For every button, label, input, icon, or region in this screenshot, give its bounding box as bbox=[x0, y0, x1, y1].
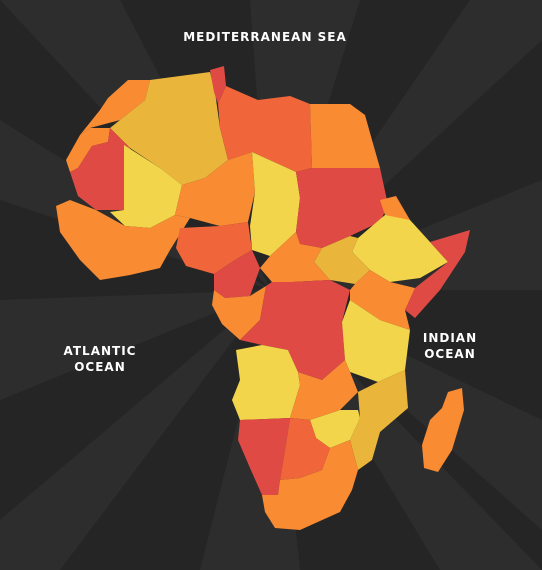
mediterranean-sea-label: MEDITERRANEAN SEA bbox=[170, 29, 360, 45]
region-angola bbox=[232, 345, 300, 420]
region-libya bbox=[218, 86, 312, 172]
region-namibia bbox=[238, 418, 290, 495]
region-algeria bbox=[110, 72, 228, 185]
region-chad bbox=[250, 152, 300, 256]
indian-ocean-line-2: OCEAN bbox=[424, 347, 476, 361]
mediterranean-sea-text: MEDITERRANEAN SEA bbox=[183, 30, 347, 44]
region-congo-gabon bbox=[212, 286, 266, 340]
region-tunisia bbox=[210, 66, 226, 104]
atlantic-ocean-label: ATLANTIC OCEAN bbox=[55, 343, 145, 375]
atlantic-ocean-line-2: OCEAN bbox=[74, 360, 126, 374]
region-botswana bbox=[280, 418, 330, 480]
region-zambia bbox=[290, 360, 358, 420]
atlantic-ocean-line-1: ATLANTIC bbox=[63, 344, 137, 358]
region-cameroon bbox=[214, 250, 260, 298]
region-western-sahara bbox=[66, 128, 110, 172]
region-sudan bbox=[296, 168, 388, 248]
region-mauritania bbox=[70, 128, 130, 210]
region-south-africa bbox=[262, 440, 358, 530]
region-nigeria bbox=[176, 222, 252, 274]
region-egypt bbox=[310, 104, 380, 168]
region-kenya bbox=[350, 270, 415, 330]
africa-map bbox=[56, 66, 470, 530]
region-car bbox=[260, 232, 330, 282]
region-west-coast bbox=[56, 200, 190, 280]
region-morocco bbox=[80, 80, 150, 135]
region-mozambique bbox=[350, 370, 408, 470]
region-zimbabwe bbox=[310, 410, 360, 448]
indian-ocean-line-1: INDIAN bbox=[422, 331, 478, 345]
region-drc bbox=[240, 280, 350, 380]
region-somalia bbox=[405, 230, 470, 318]
region-ethiopia bbox=[352, 215, 448, 282]
region-niger bbox=[175, 152, 255, 226]
region-mali bbox=[110, 145, 182, 228]
region-tanzania bbox=[342, 300, 410, 382]
indian-ocean-label: INDIAN OCEAN bbox=[410, 330, 490, 362]
region-south-sudan bbox=[314, 236, 370, 284]
region-madagascar bbox=[422, 388, 464, 472]
